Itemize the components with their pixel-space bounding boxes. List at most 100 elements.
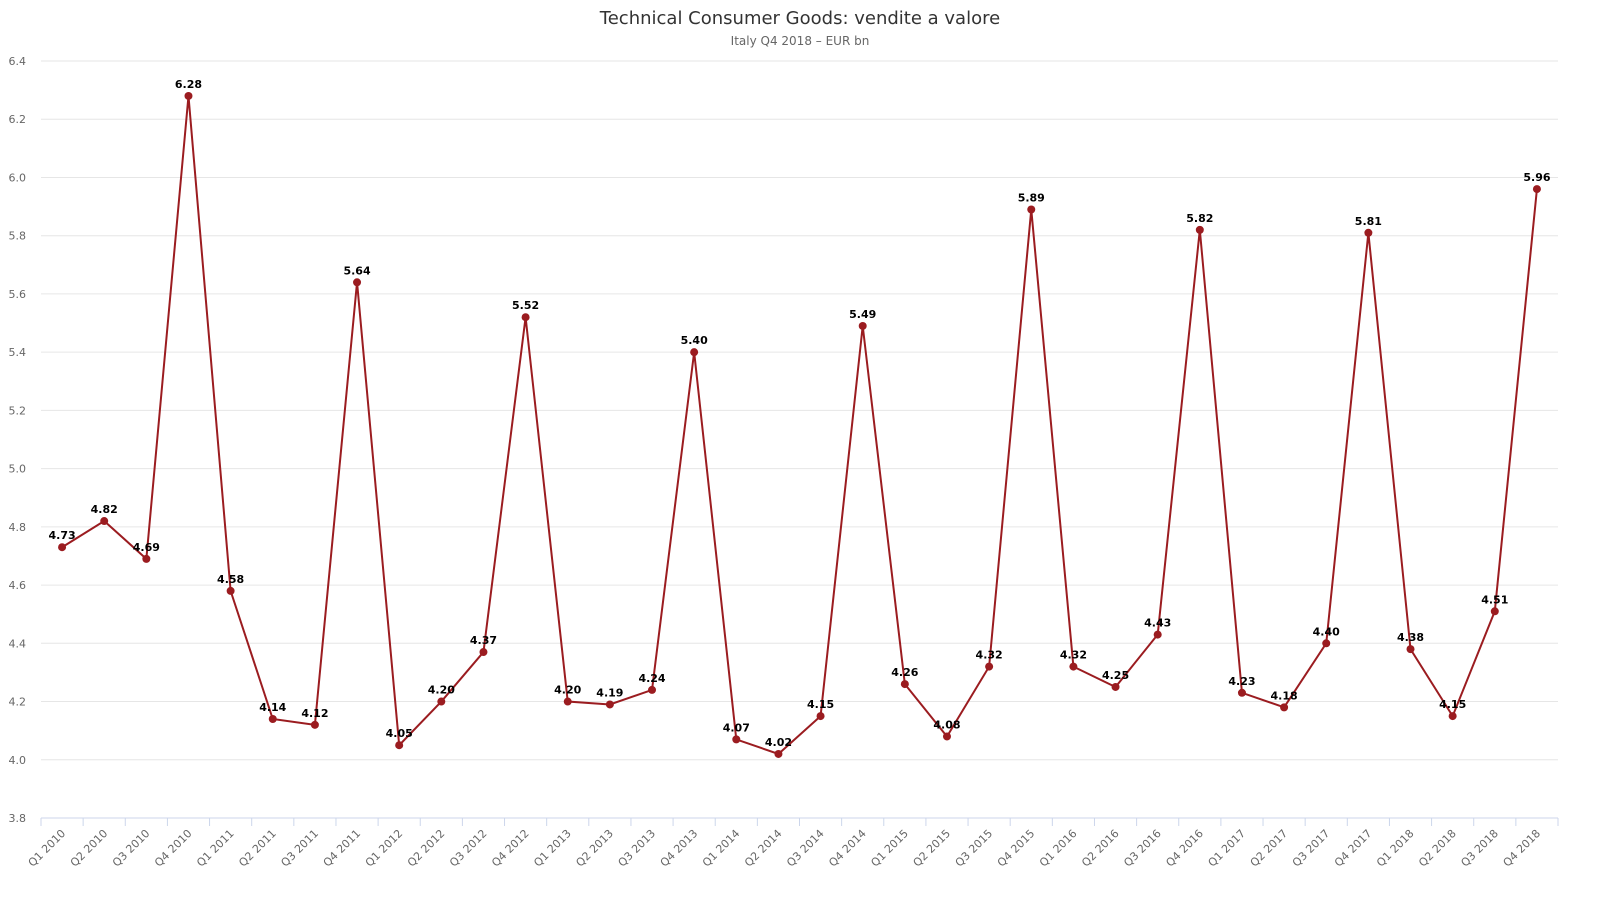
- data-label: 4.82: [91, 503, 118, 516]
- data-point: [1448, 712, 1457, 721]
- data-point: [816, 712, 825, 721]
- chart-subtitle: Italy Q4 2018 – EUR bn: [730, 34, 870, 48]
- series-line: [61, 95, 1538, 756]
- data-label: 4.05: [386, 727, 413, 740]
- data-point: [605, 700, 614, 709]
- data-label: 4.32: [1060, 649, 1087, 662]
- data-point: [1364, 228, 1373, 237]
- y-tick-label: 6.0: [9, 171, 27, 184]
- data-label: 4.20: [428, 684, 455, 697]
- data-label: 5.96: [1523, 171, 1550, 184]
- x-tick-label: Q2 2013: [573, 827, 616, 870]
- data-label: 4.40: [1313, 625, 1340, 638]
- y-tick-label: 6.4: [9, 55, 27, 68]
- y-tick-label: 5.4: [9, 346, 27, 359]
- y-tick-label: 5.6: [9, 288, 27, 301]
- x-tick-label: Q4 2011: [321, 827, 364, 870]
- data-label: 6.28: [175, 78, 202, 91]
- data-point: [479, 648, 488, 657]
- data-label: 4.15: [1439, 698, 1466, 711]
- y-tick-label: 4.8: [9, 521, 27, 534]
- data-point: [900, 680, 909, 689]
- data-label: 4.19: [596, 686, 623, 699]
- data-point: [774, 749, 783, 758]
- x-tick-label: Q4 2017: [1332, 827, 1375, 870]
- data-label: 4.69: [133, 541, 160, 554]
- data-point: [58, 543, 67, 552]
- data-label: 4.08: [933, 718, 960, 731]
- data-point: [1069, 662, 1078, 671]
- x-tick-label: Q1 2011: [194, 827, 237, 870]
- data-point: [1237, 688, 1246, 697]
- x-tick-label: Q3 2013: [616, 827, 659, 870]
- data-point: [310, 720, 319, 729]
- data-label: 4.32: [976, 649, 1003, 662]
- data-label: 4.02: [765, 736, 792, 749]
- data-label: 4.37: [470, 634, 497, 647]
- y-tick-label: 6.2: [9, 113, 27, 126]
- data-label: 4.58: [217, 573, 244, 586]
- data-point: [1027, 205, 1036, 214]
- x-tick-label: Q3 2015: [953, 827, 996, 870]
- x-tick-label: Q4 2014: [826, 827, 869, 870]
- x-tick-label: Q2 2010: [68, 827, 111, 870]
- x-tick-label: Q4 2012: [489, 827, 532, 870]
- data-point: [1153, 630, 1162, 639]
- data-label: 5.82: [1186, 212, 1213, 225]
- data-point: [732, 735, 741, 744]
- data-label: 4.24: [638, 672, 665, 685]
- x-tick-label: Q4 2013: [658, 827, 701, 870]
- x-tick-label: Q1 2014: [700, 827, 743, 870]
- x-tick-label: Q3 2011: [278, 827, 321, 870]
- data-point: [100, 517, 109, 526]
- y-tick-label: 4.2: [9, 696, 27, 709]
- data-label: 4.15: [807, 698, 834, 711]
- data-point: [563, 697, 572, 706]
- x-tick-label: Q2 2011: [236, 827, 279, 870]
- data-point: [521, 313, 530, 322]
- x-tick-label: Q4 2015: [995, 827, 1038, 870]
- y-tick-label: 4.0: [9, 754, 27, 767]
- data-point: [1532, 185, 1541, 194]
- data-label: 4.20: [554, 684, 581, 697]
- data-label: 4.73: [48, 529, 75, 542]
- data-point: [353, 278, 362, 287]
- data-label: 5.81: [1355, 215, 1382, 228]
- data-label: 4.51: [1481, 593, 1508, 606]
- x-tick-label: Q3 2016: [1121, 827, 1164, 870]
- data-point: [1406, 645, 1415, 654]
- x-tick-label: Q1 2012: [363, 827, 406, 870]
- data-point: [268, 715, 277, 724]
- x-tick-label: Q1 2015: [868, 827, 911, 870]
- data-point: [1111, 682, 1120, 691]
- x-tick-label: Q4 2016: [1163, 827, 1206, 870]
- data-point: [858, 321, 867, 330]
- x-tick-label: Q2 2018: [1416, 827, 1459, 870]
- x-tick-label: Q4 2018: [1501, 827, 1544, 870]
- x-tick-label: Q1 2016: [1037, 827, 1080, 870]
- data-point: [1280, 703, 1289, 712]
- data-point: [395, 741, 404, 750]
- y-tick-label: 5.8: [9, 230, 27, 243]
- x-tick-label: Q3 2010: [110, 827, 153, 870]
- x-tick-label: Q2 2015: [911, 827, 954, 870]
- data-label: 4.07: [723, 721, 750, 734]
- x-tick-label: Q3 2018: [1458, 827, 1501, 870]
- x-tick-label: Q2 2014: [742, 827, 785, 870]
- chart-title: Technical Consumer Goods: vendite a valo…: [599, 8, 1001, 29]
- data-label: 4.25: [1102, 669, 1129, 682]
- x-tick-label: Q3 2017: [1290, 827, 1333, 870]
- data-label: 4.18: [1271, 689, 1298, 702]
- data-point: [1195, 225, 1204, 234]
- data-label: 4.38: [1397, 631, 1424, 644]
- data-point: [142, 554, 151, 563]
- x-tick-label: Q1 2010: [26, 827, 69, 870]
- data-point: [648, 685, 657, 694]
- data-label: 5.89: [1018, 191, 1045, 204]
- x-tick-label: Q3 2014: [784, 827, 827, 870]
- data-point: [437, 697, 446, 706]
- data-label: 5.64: [343, 264, 370, 277]
- data-label: 4.23: [1228, 675, 1255, 688]
